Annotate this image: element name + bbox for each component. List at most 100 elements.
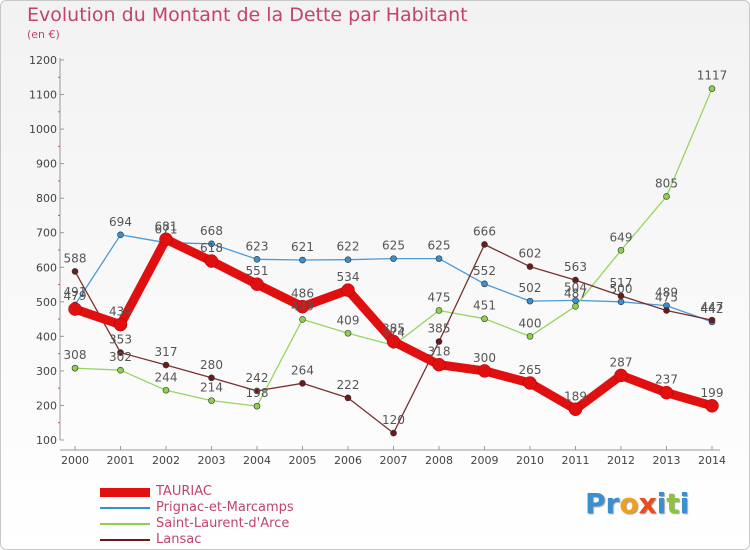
data-label: 385 xyxy=(382,322,405,336)
data-point xyxy=(250,277,264,291)
data-label: 308 xyxy=(64,348,87,362)
legend-label: TAURIAC xyxy=(156,484,212,499)
logo-letter: x xyxy=(638,487,657,520)
data-label: 451 xyxy=(473,299,496,313)
data-label: 287 xyxy=(610,355,633,369)
logo-letter: i xyxy=(679,487,690,520)
chart-subtitle: (en €) xyxy=(27,28,60,41)
data-point xyxy=(390,429,397,437)
data-point xyxy=(663,193,670,200)
data-label: 618 xyxy=(200,241,223,255)
data-label: 374 xyxy=(382,325,405,339)
x-tick-label: 2004 xyxy=(243,454,271,467)
x-tick-label: 2003 xyxy=(198,454,226,467)
data-label: 588 xyxy=(64,251,87,265)
data-point xyxy=(253,402,261,410)
data-label: 280 xyxy=(200,358,223,372)
data-label: 479 xyxy=(64,289,87,303)
data-label: 668 xyxy=(200,224,223,238)
data-label: 805 xyxy=(655,176,678,190)
data-point xyxy=(526,263,534,270)
data-point xyxy=(162,361,170,369)
y-tick-label: 900 xyxy=(36,158,57,171)
data-point xyxy=(614,368,628,383)
series-points xyxy=(68,85,719,437)
data-point xyxy=(71,268,79,275)
data-point xyxy=(344,256,352,263)
data-point xyxy=(572,303,579,310)
data-label: 385 xyxy=(428,322,451,336)
legend-label: Lansac xyxy=(156,532,202,547)
proxiti-logo: Proxiti xyxy=(585,487,689,520)
data-label: 551 xyxy=(246,264,269,278)
data-point xyxy=(617,247,625,254)
data-label: 504 xyxy=(564,280,587,294)
data-label: 237 xyxy=(655,373,678,387)
data-label: 449 xyxy=(291,299,314,313)
chart-axes: 100 200 300 400 500 600 700 800 900 1000 1100 1200 2… xyxy=(29,54,726,467)
data-label: 447 xyxy=(701,300,724,314)
x-tick-label: 2002 xyxy=(152,454,180,467)
data-point xyxy=(295,299,310,314)
data-label: 265 xyxy=(519,363,542,377)
data-label: 491 xyxy=(64,285,87,299)
legend-swatch xyxy=(100,507,150,509)
data-point xyxy=(568,402,583,417)
logo-letter: i xyxy=(656,487,667,520)
data-label: 502 xyxy=(519,281,542,295)
data-label: 486 xyxy=(291,287,314,301)
data-point xyxy=(523,376,537,390)
data-point xyxy=(208,240,215,248)
data-point xyxy=(481,241,488,248)
data-label: 517 xyxy=(610,276,633,290)
legend-swatch xyxy=(100,488,150,497)
data-label: 622 xyxy=(337,240,360,254)
data-label: 1117 xyxy=(697,69,728,83)
y-tick-label: 800 xyxy=(36,192,57,205)
data-point xyxy=(617,298,625,306)
y-tick-label: 400 xyxy=(36,330,57,343)
data-label: 694 xyxy=(109,215,132,229)
logo-letter: o xyxy=(619,487,639,520)
data-point xyxy=(481,315,488,323)
data-label: 552 xyxy=(473,264,496,278)
x-tick-label: 2001 xyxy=(107,454,135,467)
data-point xyxy=(299,380,306,387)
data-label: 244 xyxy=(155,370,178,384)
data-label: 489 xyxy=(655,286,678,300)
data-label: 623 xyxy=(246,239,269,253)
legend-swatch xyxy=(100,523,150,525)
data-label: 534 xyxy=(337,270,360,284)
data-point xyxy=(117,366,124,374)
x-tick-label: 2013 xyxy=(653,454,681,467)
y-tick-label: 500 xyxy=(36,296,57,309)
logo-letter: t xyxy=(666,487,680,520)
data-label: 621 xyxy=(291,240,314,254)
data-point xyxy=(663,307,670,314)
y-tick-label: 1100 xyxy=(29,89,57,102)
data-label: 318 xyxy=(428,345,451,359)
data-point xyxy=(435,338,443,345)
y-tick-label: 1200 xyxy=(29,54,57,67)
data-point xyxy=(299,316,306,323)
y-tick-label: 600 xyxy=(36,261,57,274)
x-tick-label: 2000 xyxy=(61,454,89,467)
x-tick-label: 2012 xyxy=(607,454,635,467)
data-point xyxy=(344,394,352,402)
data-label: 120 xyxy=(382,413,405,427)
data-label: 442 xyxy=(701,302,724,316)
data-label: 434 xyxy=(109,305,132,319)
data-point xyxy=(68,302,82,316)
data-label: 264 xyxy=(291,363,314,377)
data-point xyxy=(117,231,124,239)
data-labels: 479 434 681 618 551 486 534 385 318 300 265 189 287 2… xyxy=(64,69,728,427)
data-label: 563 xyxy=(564,260,587,274)
data-label: 671 xyxy=(155,223,178,237)
legend-label: Prignac-et-Marcamps xyxy=(156,500,294,515)
logo-letter: P xyxy=(585,487,606,520)
data-point xyxy=(390,255,397,262)
y-tick-label: 200 xyxy=(36,399,57,412)
data-point xyxy=(253,387,261,395)
data-point xyxy=(159,232,173,247)
